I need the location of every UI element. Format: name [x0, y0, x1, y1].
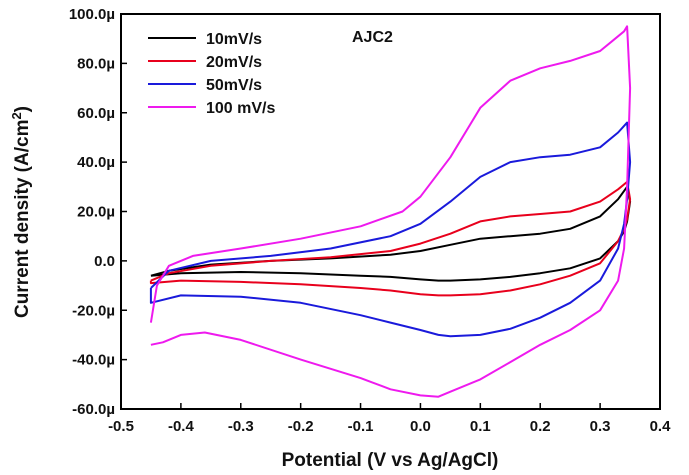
x-tick-label: 0.1 — [470, 418, 491, 435]
series-line-1 — [149, 180, 632, 297]
x-tick-label: 0.0 — [410, 418, 431, 435]
y-tick-label: -60.0µ — [72, 401, 115, 418]
x-tick-label: 0.4 — [650, 418, 672, 435]
x-tick-label: -0.1 — [348, 418, 374, 435]
y-tick-label: 60.0µ — [77, 105, 115, 122]
legend-label-1: 20mV/s — [206, 54, 262, 71]
y-tick-label: 80.0µ — [77, 55, 115, 72]
y-axis-label-main: Current density (A/cm — [12, 120, 33, 318]
x-tick-label: -0.3 — [228, 418, 254, 435]
y-tick-label: -20.0µ — [72, 302, 115, 319]
y-tick-label: -40.0µ — [72, 352, 115, 369]
y-tick-label: 20.0µ — [77, 204, 115, 221]
x-tick-label: -0.5 — [108, 418, 134, 435]
series-layer — [149, 25, 632, 398]
plot-frame — [120, 13, 661, 410]
y-axis-label: Current density (A/cm2) — [9, 106, 33, 318]
series-line-2 — [149, 121, 632, 338]
y-axis-label-close: ) — [12, 106, 33, 112]
legend-label-2: 50mV/s — [206, 77, 262, 94]
x-tick-label: -0.2 — [288, 418, 314, 435]
x-tick-label: -0.4 — [168, 418, 195, 435]
y-tick-label: 40.0µ — [77, 154, 115, 171]
x-tick-label: 0.3 — [590, 418, 611, 435]
legend-label-3: 100 mV/s — [206, 100, 275, 117]
y-tick-label: 0.0 — [94, 253, 115, 270]
axis-ticks: -0.5 -0.4 -0.3 -0.2 -0.1 0.0 0.1 0.2 0.3 0.4 -60.0… — [69, 6, 671, 435]
y-tick-label: 100.0µ — [69, 6, 115, 23]
legend-label-0: 10mV/s — [206, 31, 262, 48]
chart-title: AJC2 — [352, 29, 393, 46]
series-line-3 — [149, 25, 632, 398]
x-axis-label: Potential (V vs Ag/AgCl) — [282, 450, 499, 471]
legend: 10mV/s 20mV/s 50mV/s 100 mV/s — [148, 31, 275, 117]
x-tick-label: 0.2 — [530, 418, 551, 435]
y-axis-label-superscript: 2 — [9, 112, 24, 119]
series-line-0 — [150, 185, 632, 282]
